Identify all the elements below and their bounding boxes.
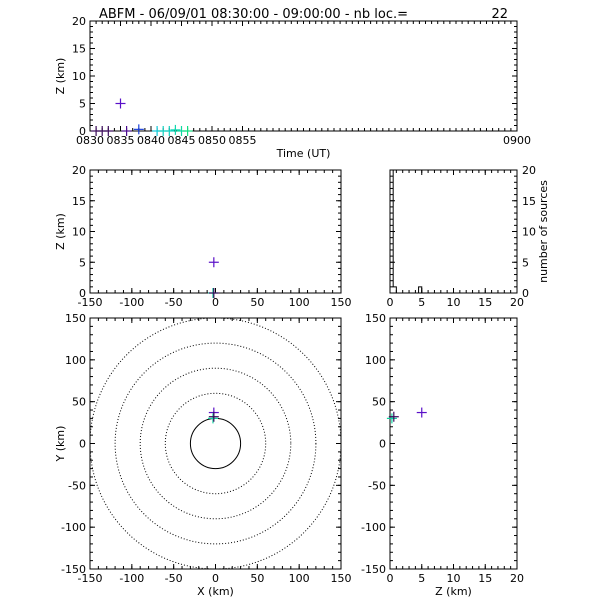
range-ring	[139, 367, 292, 520]
figure-title: ABFM - 06/09/01 08:30:00 - 09:00:00 - nb…	[99, 7, 408, 22]
plan_view-y-tick-label: 100	[65, 354, 86, 367]
time_height-data-point	[133, 124, 144, 135]
x_height-y-axis-title: Z (km)	[54, 213, 67, 250]
plan_view-y-tick-label: 0	[79, 438, 86, 451]
plan_view-y-tick-label: -100	[61, 521, 86, 534]
time_height-data-point	[182, 126, 193, 136]
time_height-axes-frame	[89, 20, 518, 132]
plan_view-x-tick-label: -100	[119, 572, 144, 585]
height_y-y-tick-label: 50	[372, 396, 386, 409]
height_y-y-tick-label: -150	[361, 563, 386, 576]
plan_view-x-tick-label: -150	[78, 572, 103, 585]
height_y-x-axis-title: Z (km)	[435, 585, 472, 598]
x_height-x-tick-label: 100	[289, 296, 310, 309]
height_y-x-tick-label: 15	[478, 572, 492, 585]
height_y-y-tick-label: 150	[365, 312, 386, 325]
plan_view-data-point	[208, 411, 219, 422]
height_y-y-tick-label: 0	[379, 438, 386, 451]
plan_view-y-tick-label: 50	[72, 396, 86, 409]
height-histogram-step-line	[390, 169, 517, 294]
time_height-data-point	[170, 124, 181, 135]
x_height-y-tick-label: 0	[79, 287, 86, 300]
height_histogram-axes-frame	[389, 169, 518, 294]
plan_view-y-tick-label: -150	[61, 563, 86, 576]
x_height-x-tick-label: -50	[165, 296, 183, 309]
time_height-data-point	[103, 126, 114, 136]
plan_view-y-tick-label: -50	[68, 479, 86, 492]
height_histogram-x-tick-label: 0	[387, 296, 394, 309]
x_height-data-point	[208, 257, 219, 268]
height_histogram-x-tick-label: 5	[418, 296, 425, 309]
x_height-y-tick-label: 5	[79, 256, 86, 269]
time_height-data-point	[115, 98, 126, 109]
height_histogram-y-tick-label: 0	[522, 287, 529, 300]
time_height-y-tick-label: 15	[72, 43, 86, 56]
range-ring	[189, 417, 242, 470]
time_height-x-tick-label: 0850	[198, 134, 226, 147]
time_height-data-point	[121, 126, 132, 136]
range-ring	[90, 318, 341, 569]
height_y-y-tick-label: -100	[361, 521, 386, 534]
time_height-x-tick-label: 0845	[168, 134, 196, 147]
time_height-y-tick-label: 5	[79, 98, 86, 111]
height_histogram-y-tick-label: 5	[522, 256, 529, 269]
plan-view-range-rings	[90, 318, 341, 569]
time_height-x-tick-label: 0855	[229, 134, 257, 147]
plan_view-x-tick-label: 0	[212, 572, 219, 585]
x_height-y-tick-label: 20	[72, 164, 86, 177]
time_height-x-tick-label: 0835	[107, 134, 135, 147]
location-count: 22	[491, 7, 508, 22]
x_height-x-tick-label: 50	[250, 296, 264, 309]
height_y-x-tick-label: 10	[447, 572, 461, 585]
height_y-y-tick-label: -50	[368, 479, 386, 492]
x_height-y-tick-label: 10	[72, 226, 86, 239]
time_height-y-tick-label: 0	[79, 125, 86, 138]
x_height-x-tick-label: 150	[331, 296, 352, 309]
time_height-x-axis-title: Time (UT)	[276, 147, 331, 160]
height_y-x-tick-label: 20	[510, 572, 524, 585]
plan_view-axes-frame	[89, 317, 342, 570]
height_y-data-point	[388, 411, 399, 422]
height_y-x-tick-label: 0	[387, 572, 394, 585]
plan_view-y-axis-title: Y (km)	[54, 426, 67, 463]
height_histogram-y-axis-title: number of sources	[537, 180, 550, 283]
time_height-y-tick-label: 20	[72, 15, 86, 28]
x_height-x-tick-label: 0	[212, 296, 219, 309]
plan_view-y-tick-label: 150	[65, 312, 86, 325]
time_height-x-tick-label: 0840	[137, 134, 165, 147]
height_histogram-x-tick-label: 10	[447, 296, 461, 309]
height_y-x-tick-label: 5	[418, 572, 425, 585]
plan_view-x-tick-label: 150	[331, 572, 352, 585]
time_height-x-tick-label: 0900	[503, 134, 531, 147]
range-ring	[114, 342, 317, 545]
x_height-data-point	[208, 288, 219, 298]
range-ring	[164, 392, 267, 495]
height_histogram-y-tick-label: 15	[522, 195, 536, 208]
plan_view-x-tick-label: 100	[289, 572, 310, 585]
x_height-x-tick-label: -100	[119, 296, 144, 309]
plan_view-x-tick-label: 50	[250, 572, 264, 585]
x_height-axes-frame	[89, 169, 342, 294]
height_histogram-x-tick-label: 20	[510, 296, 524, 309]
time_height-data-point	[164, 126, 175, 136]
x_height-x-tick-label: -150	[78, 296, 103, 309]
height_histogram-x-tick-label: 15	[478, 296, 492, 309]
time_height-y-tick-label: 10	[72, 70, 86, 83]
height_y-y-tick-label: 100	[365, 354, 386, 367]
x_height-y-tick-label: 15	[72, 195, 86, 208]
height_y-data-point	[386, 413, 397, 424]
height_y-axes-frame	[389, 317, 518, 570]
height_y-data-point	[416, 407, 427, 418]
plan_view-x-tick-label: -50	[165, 572, 183, 585]
time_height-y-axis-title: Z (km)	[54, 58, 67, 95]
plan_view-x-axis-title: X (km)	[197, 585, 234, 598]
height_histogram-y-tick-label: 20	[522, 164, 536, 177]
plan_view-data-point	[207, 413, 218, 424]
time_height-x-tick-label: 0830	[76, 134, 104, 147]
height_histogram-y-tick-label: 10	[522, 226, 536, 239]
